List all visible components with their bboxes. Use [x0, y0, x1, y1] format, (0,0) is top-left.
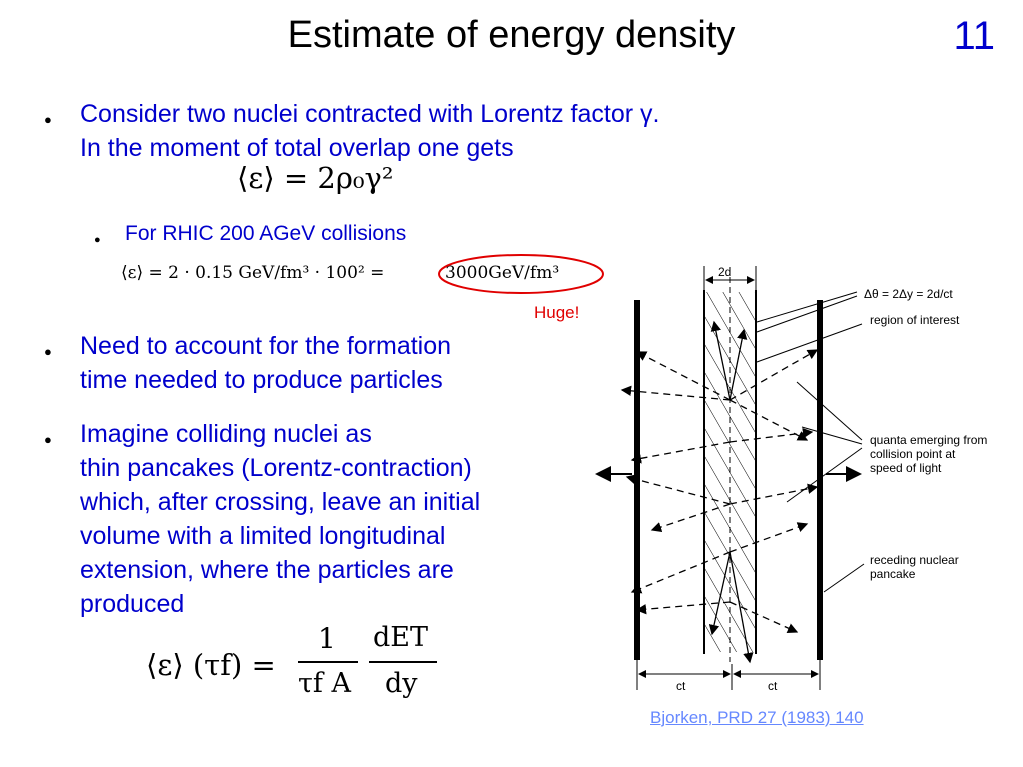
quanta-label: quanta emerging from collision point at sp… — [870, 433, 987, 475]
fraction-2-numerator: dET — [373, 622, 429, 653]
fraction-1-denominator: τf A — [298, 668, 352, 699]
bullet-dot: ● — [44, 112, 52, 127]
bullet-dot: ● — [44, 344, 52, 359]
fraction-1-bar — [298, 661, 358, 663]
huge-annotation: Huge! — [534, 303, 580, 322]
bullet-3-line-4: volume with a limited longitudinal — [80, 522, 446, 550]
fraction-2-denominator: dy — [385, 668, 418, 699]
equation-rhic-result: 3000GeV/fm³ — [445, 263, 560, 283]
sub-bullet-rhic: For RHIC 200 AGeV collisions — [125, 222, 407, 245]
bullet-2-line-1: Need to account for the formation — [80, 332, 452, 360]
delta-theta-label: Δθ = 2Δy = 2d/ct — [864, 287, 953, 301]
bullet-dot: ● — [44, 432, 52, 447]
bullet-3-line-1: Imagine colliding nuclei as — [80, 420, 372, 448]
bullet-1-line-1: Consider two nuclei contracted with Lore… — [80, 100, 660, 128]
fraction-2-bar — [369, 661, 437, 663]
equation-rhic-left: ⟨ε⟩ = 2 · 0.15 GeV/fm³ · 100² = — [121, 263, 385, 283]
bullet-3-line-5: extension, where the particles are — [80, 556, 454, 584]
bullet-2-line-2: time needed to produce particles — [80, 366, 443, 394]
ct-left-label: ct — [676, 679, 686, 693]
slide-number: 11 — [953, 14, 995, 58]
bjorken-reference-link[interactable]: Bjorken, PRD 27 (1983) 140 — [650, 708, 864, 727]
width-label: 2d — [718, 265, 731, 279]
region-label: region of interest — [870, 313, 960, 327]
sub-bullet-dot: ● — [94, 234, 101, 246]
fraction-1-numerator: 1 — [318, 622, 336, 655]
slide-title: Estimate of energy density — [287, 14, 736, 56]
bullet-3-line-2: thin pancakes (Lorentz-contraction) — [80, 454, 472, 482]
bjorken-pancake-diagram: 2d ct ct Δθ — [595, 265, 987, 693]
receding-label: receding nuclear pancake — [870, 553, 959, 581]
ct-right-label: ct — [768, 679, 778, 693]
bullet-3-line-3: which, after crossing, leave an initial — [80, 488, 481, 516]
bullet-3-line-6: produced — [80, 590, 185, 618]
equation-energy-density: ⟨ε⟩ = 2ρ₀γ² — [237, 161, 394, 195]
equation-bjorken-lhs: ⟨ε⟩ (τf) = — [146, 648, 276, 682]
red-ellipse-highlight — [438, 254, 604, 294]
bullet-1-line-2: In the moment of total overlap one gets — [80, 134, 514, 162]
